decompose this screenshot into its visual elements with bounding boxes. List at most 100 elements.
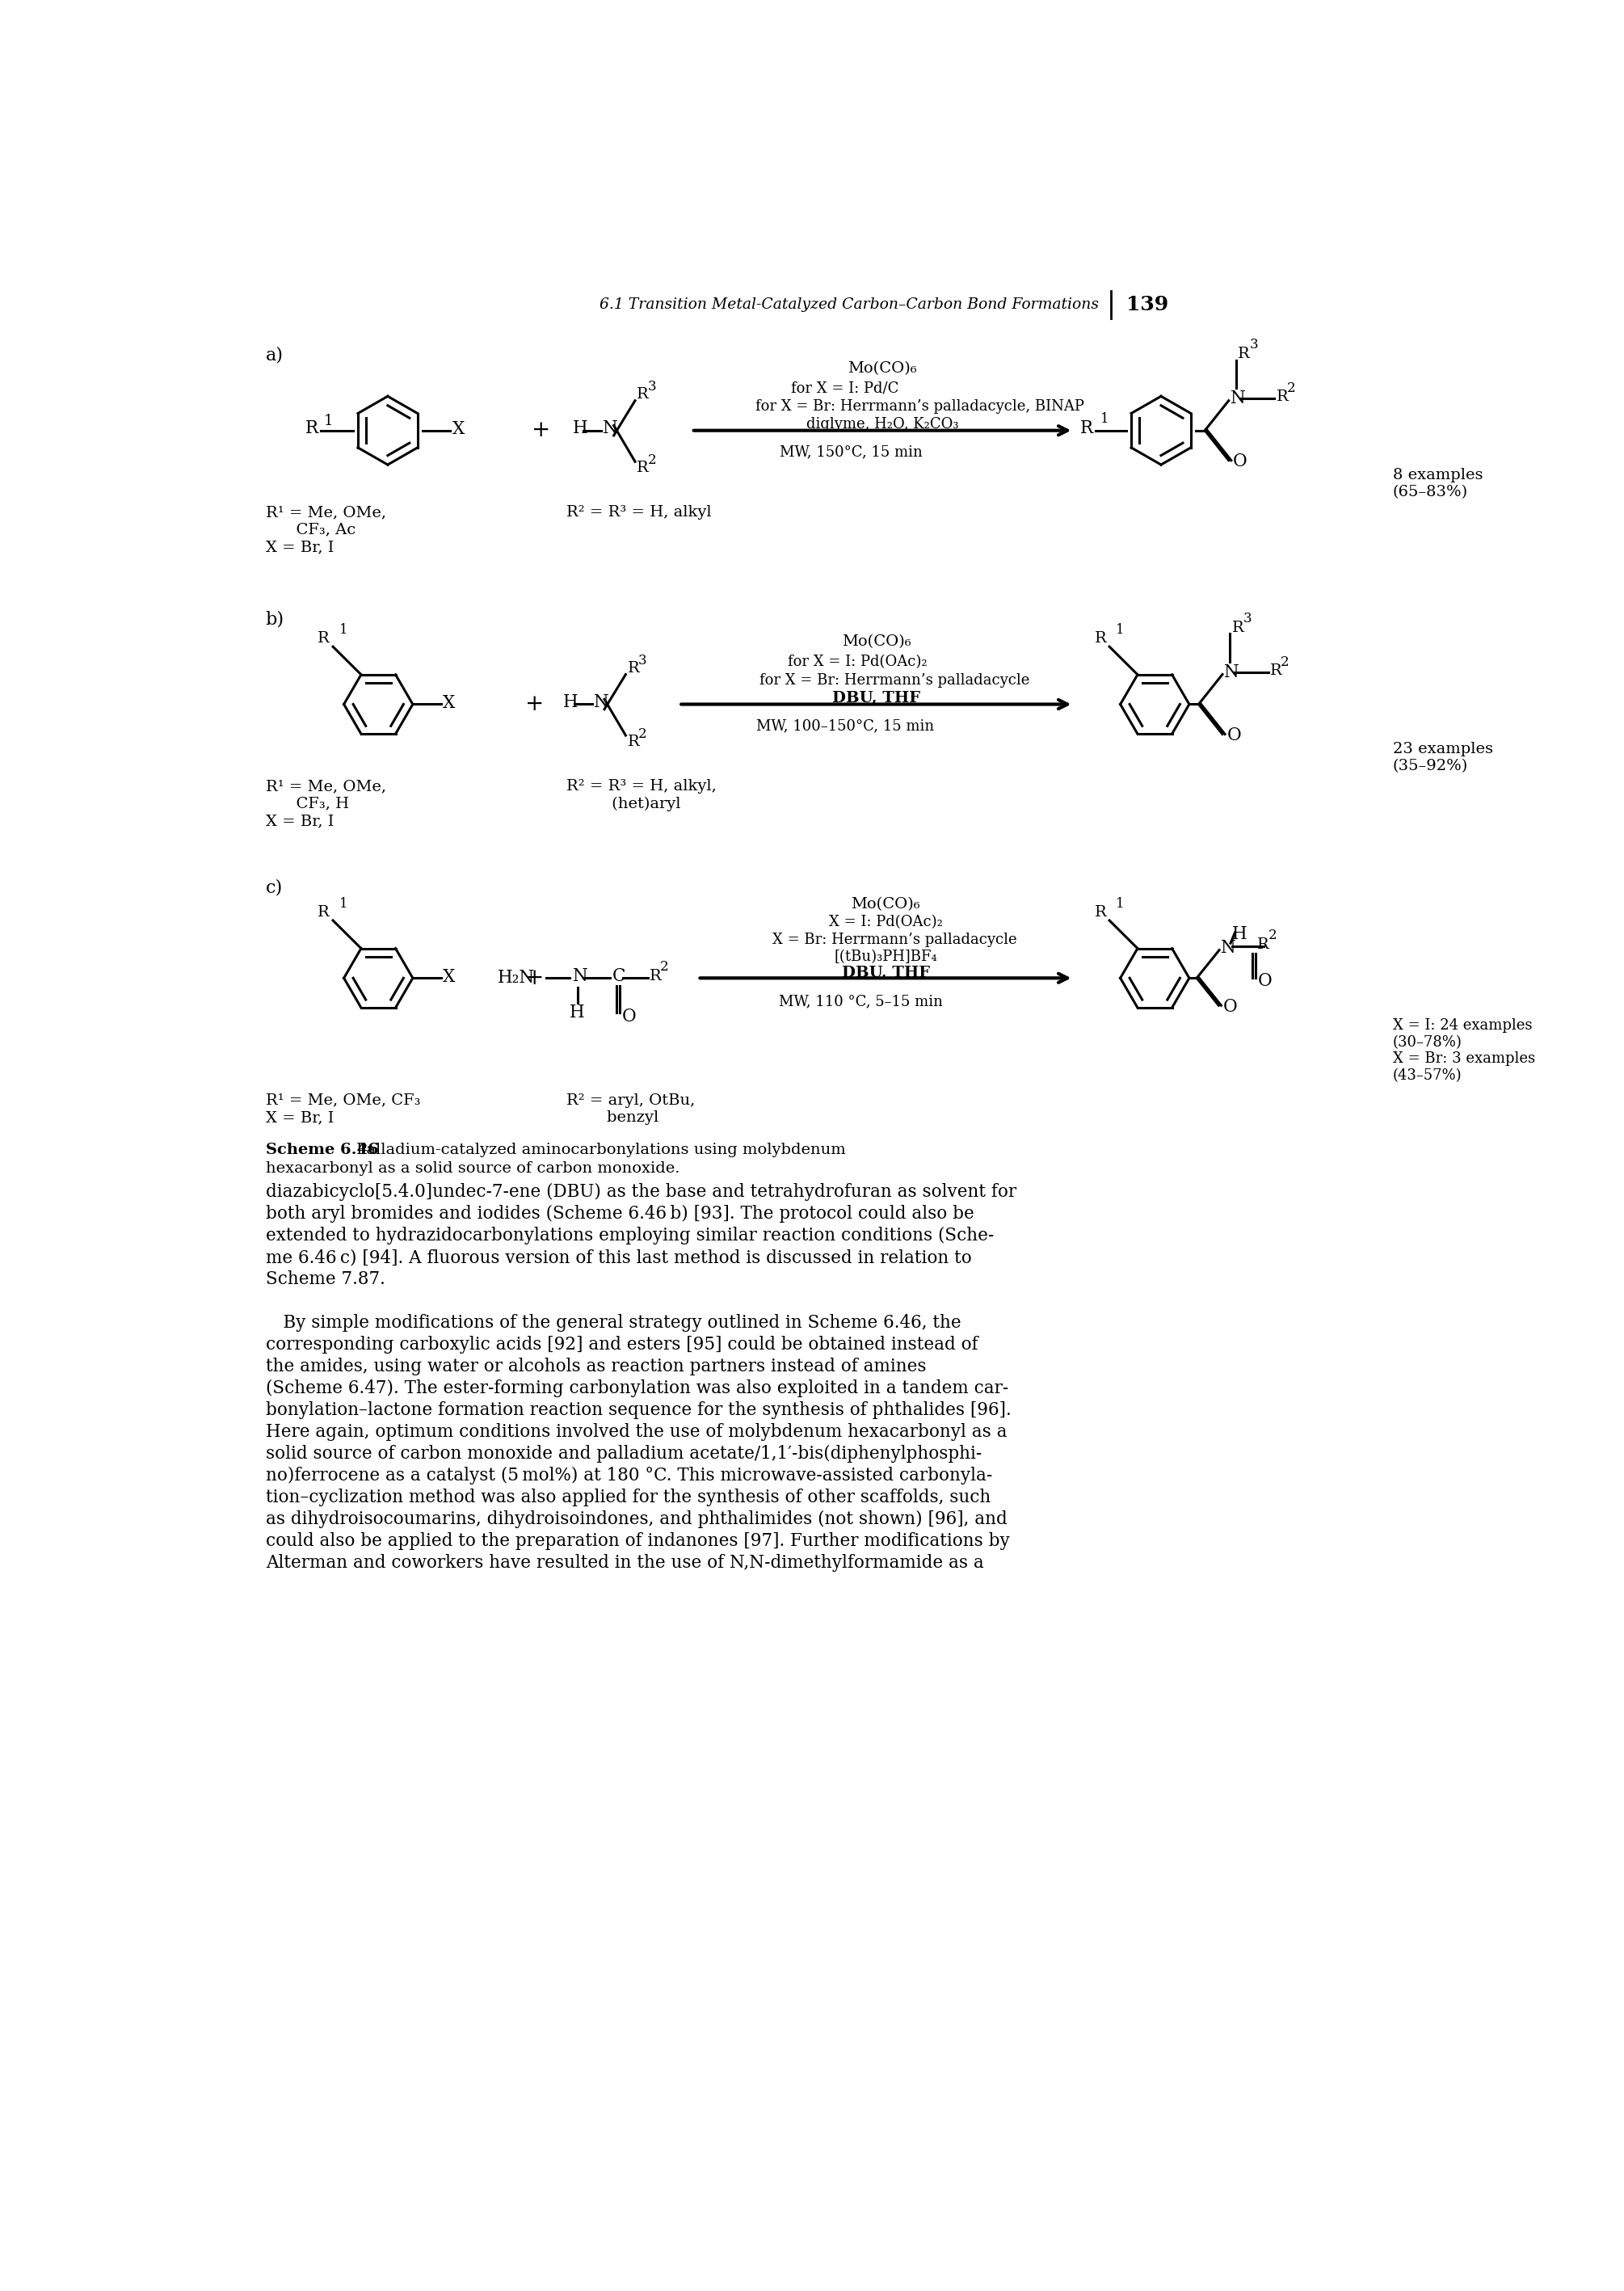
Text: R: R xyxy=(1095,632,1106,646)
Text: 1: 1 xyxy=(339,623,348,637)
Text: X = Br, I: X = Br, I xyxy=(266,541,335,554)
Text: 3: 3 xyxy=(1242,612,1252,625)
Text: R: R xyxy=(1257,937,1270,951)
Text: R: R xyxy=(637,387,650,401)
Text: 2: 2 xyxy=(1268,928,1276,942)
Text: Here again, optimum conditions involved the use of molybdenum hexacarbonyl as a: Here again, optimum conditions involved … xyxy=(266,1423,1007,1441)
Text: Palladium-catalyzed aminocarbonylations using molybdenum: Palladium-catalyzed aminocarbonylations … xyxy=(356,1143,846,1157)
Text: X: X xyxy=(451,419,464,438)
Text: MW, 150°C, 15 min: MW, 150°C, 15 min xyxy=(780,444,922,460)
Text: X = I: Pd(OAc)₂: X = I: Pd(OAc)₂ xyxy=(828,914,942,930)
Text: (65–83%): (65–83%) xyxy=(1393,486,1468,499)
Text: +: + xyxy=(526,694,544,715)
Text: (het)aryl: (het)aryl xyxy=(567,797,680,811)
Text: R² = R³ = H, alkyl: R² = R³ = H, alkyl xyxy=(567,504,711,520)
Text: MW, 110 °C, 5–15 min: MW, 110 °C, 5–15 min xyxy=(778,994,942,1008)
Text: (30–78%): (30–78%) xyxy=(1393,1036,1462,1049)
Text: R: R xyxy=(1237,346,1250,362)
Text: X = Br: Herrmann’s palladacycle: X = Br: Herrmann’s palladacycle xyxy=(773,932,1017,946)
Text: hexacarbonyl as a solid source of carbon monoxide.: hexacarbonyl as a solid source of carbon… xyxy=(266,1162,680,1175)
Text: R: R xyxy=(1095,905,1106,919)
Text: diglyme, H₂O, K₂CO₃: diglyme, H₂O, K₂CO₃ xyxy=(806,417,958,431)
Text: 2: 2 xyxy=(1281,655,1289,669)
Text: 1: 1 xyxy=(1116,623,1124,637)
Text: X = Br, I: X = Br, I xyxy=(266,813,335,829)
Text: C: C xyxy=(612,967,625,985)
Text: H: H xyxy=(564,694,578,710)
Text: the amides, using water or alcohols as reaction partners instead of amines: the amides, using water or alcohols as r… xyxy=(266,1359,926,1375)
Text: N: N xyxy=(1221,939,1236,958)
Text: benzyl: benzyl xyxy=(567,1111,658,1125)
Text: R: R xyxy=(627,660,640,676)
Text: 8 examples: 8 examples xyxy=(1393,467,1483,483)
Text: DBU, THF: DBU, THF xyxy=(841,967,929,981)
Text: for X = Br: Herrmann’s palladacycle: for X = Br: Herrmann’s palladacycle xyxy=(760,674,1030,687)
Text: Mo(CO)₆: Mo(CO)₆ xyxy=(851,898,921,912)
Text: R: R xyxy=(318,905,330,919)
Text: MW, 100–150°C, 15 min: MW, 100–150°C, 15 min xyxy=(755,719,934,733)
Text: [(tBu)₃PH]BF₄: [(tBu)₃PH]BF₄ xyxy=(833,951,937,965)
Text: X = Br, I: X = Br, I xyxy=(266,1111,335,1125)
Text: CF₃, H: CF₃, H xyxy=(266,797,349,811)
Text: R: R xyxy=(627,735,640,749)
Text: me 6.46 c) [94]. A fluorous version of this last method is discussed in relation: me 6.46 c) [94]. A fluorous version of t… xyxy=(266,1249,971,1267)
Text: Mo(CO)₆: Mo(CO)₆ xyxy=(848,362,918,376)
Text: O: O xyxy=(1223,999,1237,1015)
Text: R: R xyxy=(637,460,650,474)
Text: H: H xyxy=(572,419,588,438)
Text: tion–cyclization method was also applied for the synthesis of other scaffolds, s: tion–cyclization method was also applied… xyxy=(266,1489,991,1505)
Text: 1: 1 xyxy=(323,415,333,428)
Text: for X = I: Pd(OAc)₂: for X = I: Pd(OAc)₂ xyxy=(788,655,927,669)
Text: 2: 2 xyxy=(638,726,646,740)
Text: H: H xyxy=(1231,926,1247,944)
Text: 1: 1 xyxy=(1101,412,1109,426)
Text: X = Br: 3 examples: X = Br: 3 examples xyxy=(1393,1052,1535,1065)
Text: (35–92%): (35–92%) xyxy=(1393,758,1468,774)
Text: Alterman and coworkers have resulted in the use of N,N-dimethylformamide as a: Alterman and coworkers have resulted in … xyxy=(266,1553,984,1572)
Text: R¹ = Me, OMe, CF₃: R¹ = Me, OMe, CF₃ xyxy=(266,1093,421,1109)
Text: By simple modifications of the general strategy outlined in Scheme 6.46, the: By simple modifications of the general s… xyxy=(266,1315,961,1331)
Text: N: N xyxy=(603,419,619,438)
Text: (Scheme 6.47). The ester-forming carbonylation was also exploited in a tandem ca: (Scheme 6.47). The ester-forming carbony… xyxy=(266,1379,1009,1398)
Text: R: R xyxy=(1080,419,1093,438)
Text: R² = aryl, OtBu,: R² = aryl, OtBu, xyxy=(567,1093,695,1109)
Text: 2: 2 xyxy=(648,454,656,467)
Text: R² = R³ = H, alkyl,: R² = R³ = H, alkyl, xyxy=(567,779,716,793)
Text: O: O xyxy=(1233,454,1247,470)
Text: for X = Br: Herrmann’s palladacycle, BINAP: for X = Br: Herrmann’s palladacycle, BIN… xyxy=(755,399,1085,415)
Text: 3: 3 xyxy=(648,380,656,394)
Text: 3: 3 xyxy=(1249,337,1259,351)
Text: DBU, THF: DBU, THF xyxy=(831,692,921,706)
Text: R: R xyxy=(1270,664,1281,678)
Text: diazabicyclo[5.4.0]undec-7-ene (DBU) as the base and tetrahydrofuran as solvent : diazabicyclo[5.4.0]undec-7-ene (DBU) as … xyxy=(266,1184,1017,1200)
Text: (43–57%): (43–57%) xyxy=(1393,1068,1462,1084)
Text: N: N xyxy=(1224,664,1239,680)
Text: O: O xyxy=(1257,971,1272,990)
Text: O: O xyxy=(622,1008,637,1026)
Text: R¹ = Me, OMe,: R¹ = Me, OMe, xyxy=(266,504,387,520)
Text: +: + xyxy=(531,419,551,442)
Text: Scheme 7.87.: Scheme 7.87. xyxy=(266,1272,385,1288)
Text: R: R xyxy=(650,969,661,983)
Text: X: X xyxy=(443,967,455,985)
Text: O: O xyxy=(1226,726,1241,745)
Text: N: N xyxy=(1231,389,1246,408)
Text: bonylation–lactone formation reaction sequence for the synthesis of phthalides [: bonylation–lactone formation reaction se… xyxy=(266,1402,1012,1418)
Text: for X = I: Pd/C: for X = I: Pd/C xyxy=(791,380,898,396)
Text: 2: 2 xyxy=(659,960,669,974)
Text: 6.1 Transition Metal-Catalyzed Carbon–Carbon Bond Formations: 6.1 Transition Metal-Catalyzed Carbon–Ca… xyxy=(599,298,1098,312)
Text: R: R xyxy=(305,419,318,438)
Text: N: N xyxy=(594,694,609,710)
Text: +: + xyxy=(526,967,544,990)
Text: X: X xyxy=(443,694,455,713)
Text: both aryl bromides and iodides (Scheme 6.46 b) [93]. The protocol could also be: both aryl bromides and iodides (Scheme 6… xyxy=(266,1205,974,1223)
Text: Scheme 6.46: Scheme 6.46 xyxy=(266,1143,378,1157)
Text: could also be applied to the preparation of indanones [97]. Further modification: could also be applied to the preparation… xyxy=(266,1533,1010,1549)
Text: solid source of carbon monoxide and palladium acetate/1,1′-bis(diphenylphosphi-: solid source of carbon monoxide and pall… xyxy=(266,1446,981,1462)
Text: as dihydroisocoumarins, dihydroisoindones, and phthalimides (not shown) [96], an: as dihydroisocoumarins, dihydroisoindone… xyxy=(266,1510,1007,1528)
Text: extended to hydrazidocarbonylations employing similar reaction conditions (Sche-: extended to hydrazidocarbonylations empl… xyxy=(266,1228,994,1244)
Text: R: R xyxy=(1276,389,1288,403)
Text: H₂N: H₂N xyxy=(497,969,534,987)
Text: R: R xyxy=(1231,621,1244,635)
Text: b): b) xyxy=(266,612,284,628)
